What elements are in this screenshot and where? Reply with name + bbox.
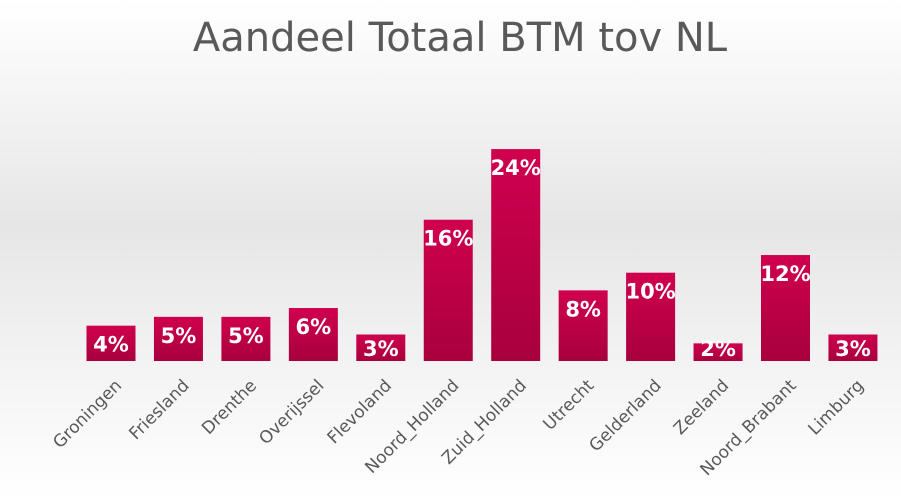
data-label: 3% — [363, 337, 399, 361]
bar — [356, 334, 406, 361]
bar — [558, 290, 608, 361]
data-label: 24% — [491, 156, 541, 180]
bar — [693, 343, 743, 361]
data-label: 5% — [228, 324, 264, 348]
bar — [828, 334, 878, 361]
bar — [491, 149, 541, 361]
data-label: 16% — [423, 227, 473, 251]
bar — [288, 308, 338, 361]
data-label: 12% — [760, 262, 810, 286]
bar — [626, 272, 676, 361]
data-label: 2% — [700, 337, 736, 361]
chart-title: Aandeel Totaal BTM tov NL — [193, 15, 728, 61]
data-label: 3% — [835, 337, 871, 361]
data-label: 6% — [296, 315, 332, 339]
bar — [423, 219, 473, 361]
data-label: 5% — [161, 324, 197, 348]
data-label: 8% — [565, 297, 601, 321]
data-label: 4% — [93, 333, 129, 357]
bar — [153, 316, 203, 361]
bar — [761, 255, 810, 361]
bar — [221, 316, 271, 361]
bar — [86, 325, 136, 361]
data-label: 10% — [625, 280, 675, 304]
